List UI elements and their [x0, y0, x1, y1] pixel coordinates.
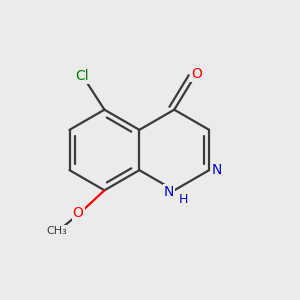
Text: O: O	[191, 67, 202, 81]
Text: H: H	[178, 193, 188, 206]
Text: O: O	[73, 206, 84, 220]
Text: N: N	[212, 163, 222, 177]
Text: CH₃: CH₃	[46, 226, 67, 236]
Text: Cl: Cl	[76, 69, 89, 83]
Text: N: N	[164, 185, 174, 199]
